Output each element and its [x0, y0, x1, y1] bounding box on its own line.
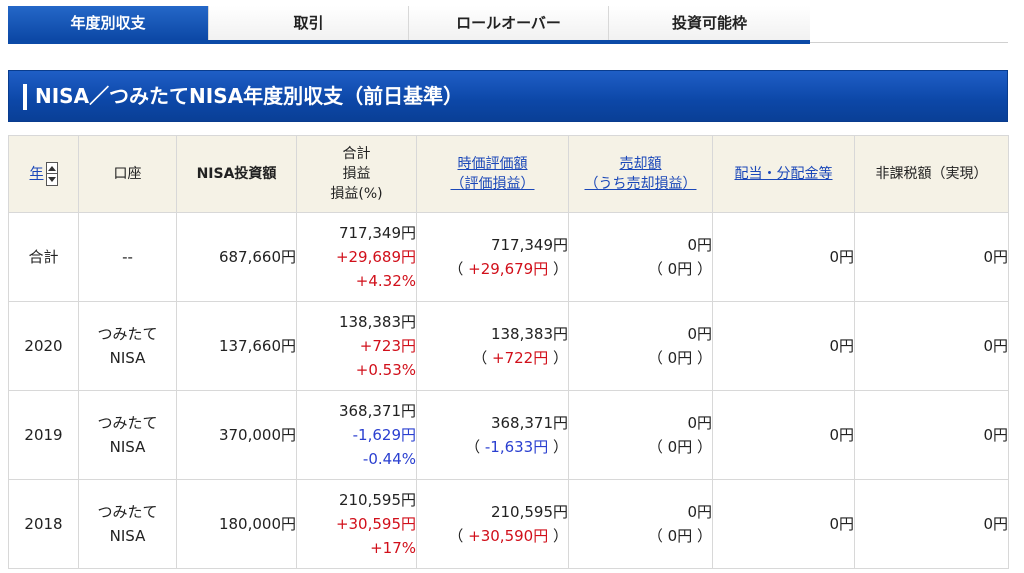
cell-sale: 0円（ 0円 ） [568, 390, 713, 480]
cell-market-value: 368,371円（ -1,633円 ） [416, 390, 569, 480]
sort-updown-icon[interactable] [45, 162, 58, 186]
cell-total: 717,349円 +29,689円 +4.32% [296, 212, 417, 302]
header-sale: 売却額 （うち売却損益） [568, 135, 713, 213]
table-row: 合計 -- 687,660円 717,349円 +29,689円 +4.32% 717,34… [8, 212, 1009, 302]
cell-year: 合計 [8, 212, 79, 302]
header-market-value: 時価評価額 （評価損益） [416, 135, 569, 213]
table-row: 2018 つみたて NISA 180,000円 210,595円 +30,595円 +17%… [8, 479, 1009, 569]
tab-yearly-balance[interactable]: 年度別収支 [8, 6, 208, 40]
header-total-line1: 合計 [342, 146, 371, 162]
cell-market-value: 717,349円（ +29,679円 ） [416, 212, 569, 302]
cell-market-value: 138,383円（ +722円 ） [416, 301, 569, 391]
cell-account: つみたて NISA [78, 479, 177, 569]
cell-account: -- [78, 212, 177, 302]
tab-investable-limit[interactable]: 投資可能枠 [608, 6, 810, 40]
cell-dividend: 0円 [712, 301, 855, 391]
cell-investment: 370,000円 [176, 390, 297, 480]
cell-sale: 0円（ 0円 ） [568, 301, 713, 391]
header-investment: NISA投資額 [176, 135, 297, 213]
header-account: 口座 [78, 135, 177, 213]
dividend-sort-link[interactable]: 配当・分配金等 [734, 166, 833, 182]
header-total-line3: 損益(%) [330, 186, 383, 202]
cell-sale: 0円（ 0円 ） [568, 479, 713, 569]
cell-dividend: 0円 [712, 390, 855, 480]
cell-account: つみたて NISA [78, 390, 177, 480]
tab-underline [8, 40, 810, 44]
tab-bar: 年度別収支 取引 ロールオーバー 投資可能枠 [8, 6, 1008, 44]
cell-tax-exempt: 0円 [854, 390, 1009, 480]
header-year: 年 [8, 135, 79, 213]
cell-year: 2020 [8, 301, 79, 391]
cell-total: 368,371円 -1,629円 -0.44% [296, 390, 417, 480]
cell-total: 210,595円 +30,595円 +17% [296, 479, 417, 569]
cell-dividend: 0円 [712, 479, 855, 569]
header-tax-exempt: 非課税額（実現） [854, 135, 1009, 213]
table-header-row: 年 口座 NISA投資額 合計 損益 損益(%) 時価評価額 （評価損益） 売却額… [8, 135, 1009, 213]
cell-investment: 687,660円 [176, 212, 297, 302]
cell-dividend: 0円 [712, 212, 855, 302]
cell-sale: 0円（ 0円 ） [568, 212, 713, 302]
tab-divider [810, 42, 1008, 43]
cell-account: つみたて NISA [78, 301, 177, 391]
cell-tax-exempt: 0円 [854, 212, 1009, 302]
year-sort-link[interactable]: 年 [29, 166, 44, 182]
section-header: NISA／つみたてNISA年度別収支（前日基準） [8, 70, 1008, 122]
header-total-line2: 損益 [342, 166, 371, 182]
sale-sort-link[interactable]: 売却額 （うち売却損益） [584, 156, 697, 192]
market-value-sort-link[interactable]: 時価評価額 （評価損益） [450, 156, 535, 192]
table-row: 2020 つみたて NISA 137,660円 138,383円 +723円 +0.53% 1… [8, 301, 1009, 391]
section-title: NISA／つみたてNISA年度別収支（前日基準） [35, 84, 464, 108]
header-dividend: 配当・分配金等 [712, 135, 855, 213]
cell-investment: 137,660円 [176, 301, 297, 391]
cell-tax-exempt: 0円 [854, 479, 1009, 569]
cell-market-value: 210,595円（ +30,590円 ） [416, 479, 569, 569]
cell-year: 2019 [8, 390, 79, 480]
cell-year: 2018 [8, 479, 79, 569]
cell-tax-exempt: 0円 [854, 301, 1009, 391]
tab-transactions[interactable]: 取引 [208, 6, 408, 40]
table-row: 2019 つみたて NISA 370,000円 368,371円 -1,629円 -0.44… [8, 390, 1009, 480]
header-accent-bar [23, 84, 27, 110]
tab-rollover[interactable]: ロールオーバー [408, 6, 608, 40]
cell-investment: 180,000円 [176, 479, 297, 569]
header-total: 合計 損益 損益(%) [296, 135, 417, 213]
yearly-balance-table: 年 口座 NISA投資額 合計 損益 損益(%) 時価評価額 （評価損益） 売却額… [8, 135, 1009, 569]
cell-total: 138,383円 +723円 +0.53% [296, 301, 417, 391]
